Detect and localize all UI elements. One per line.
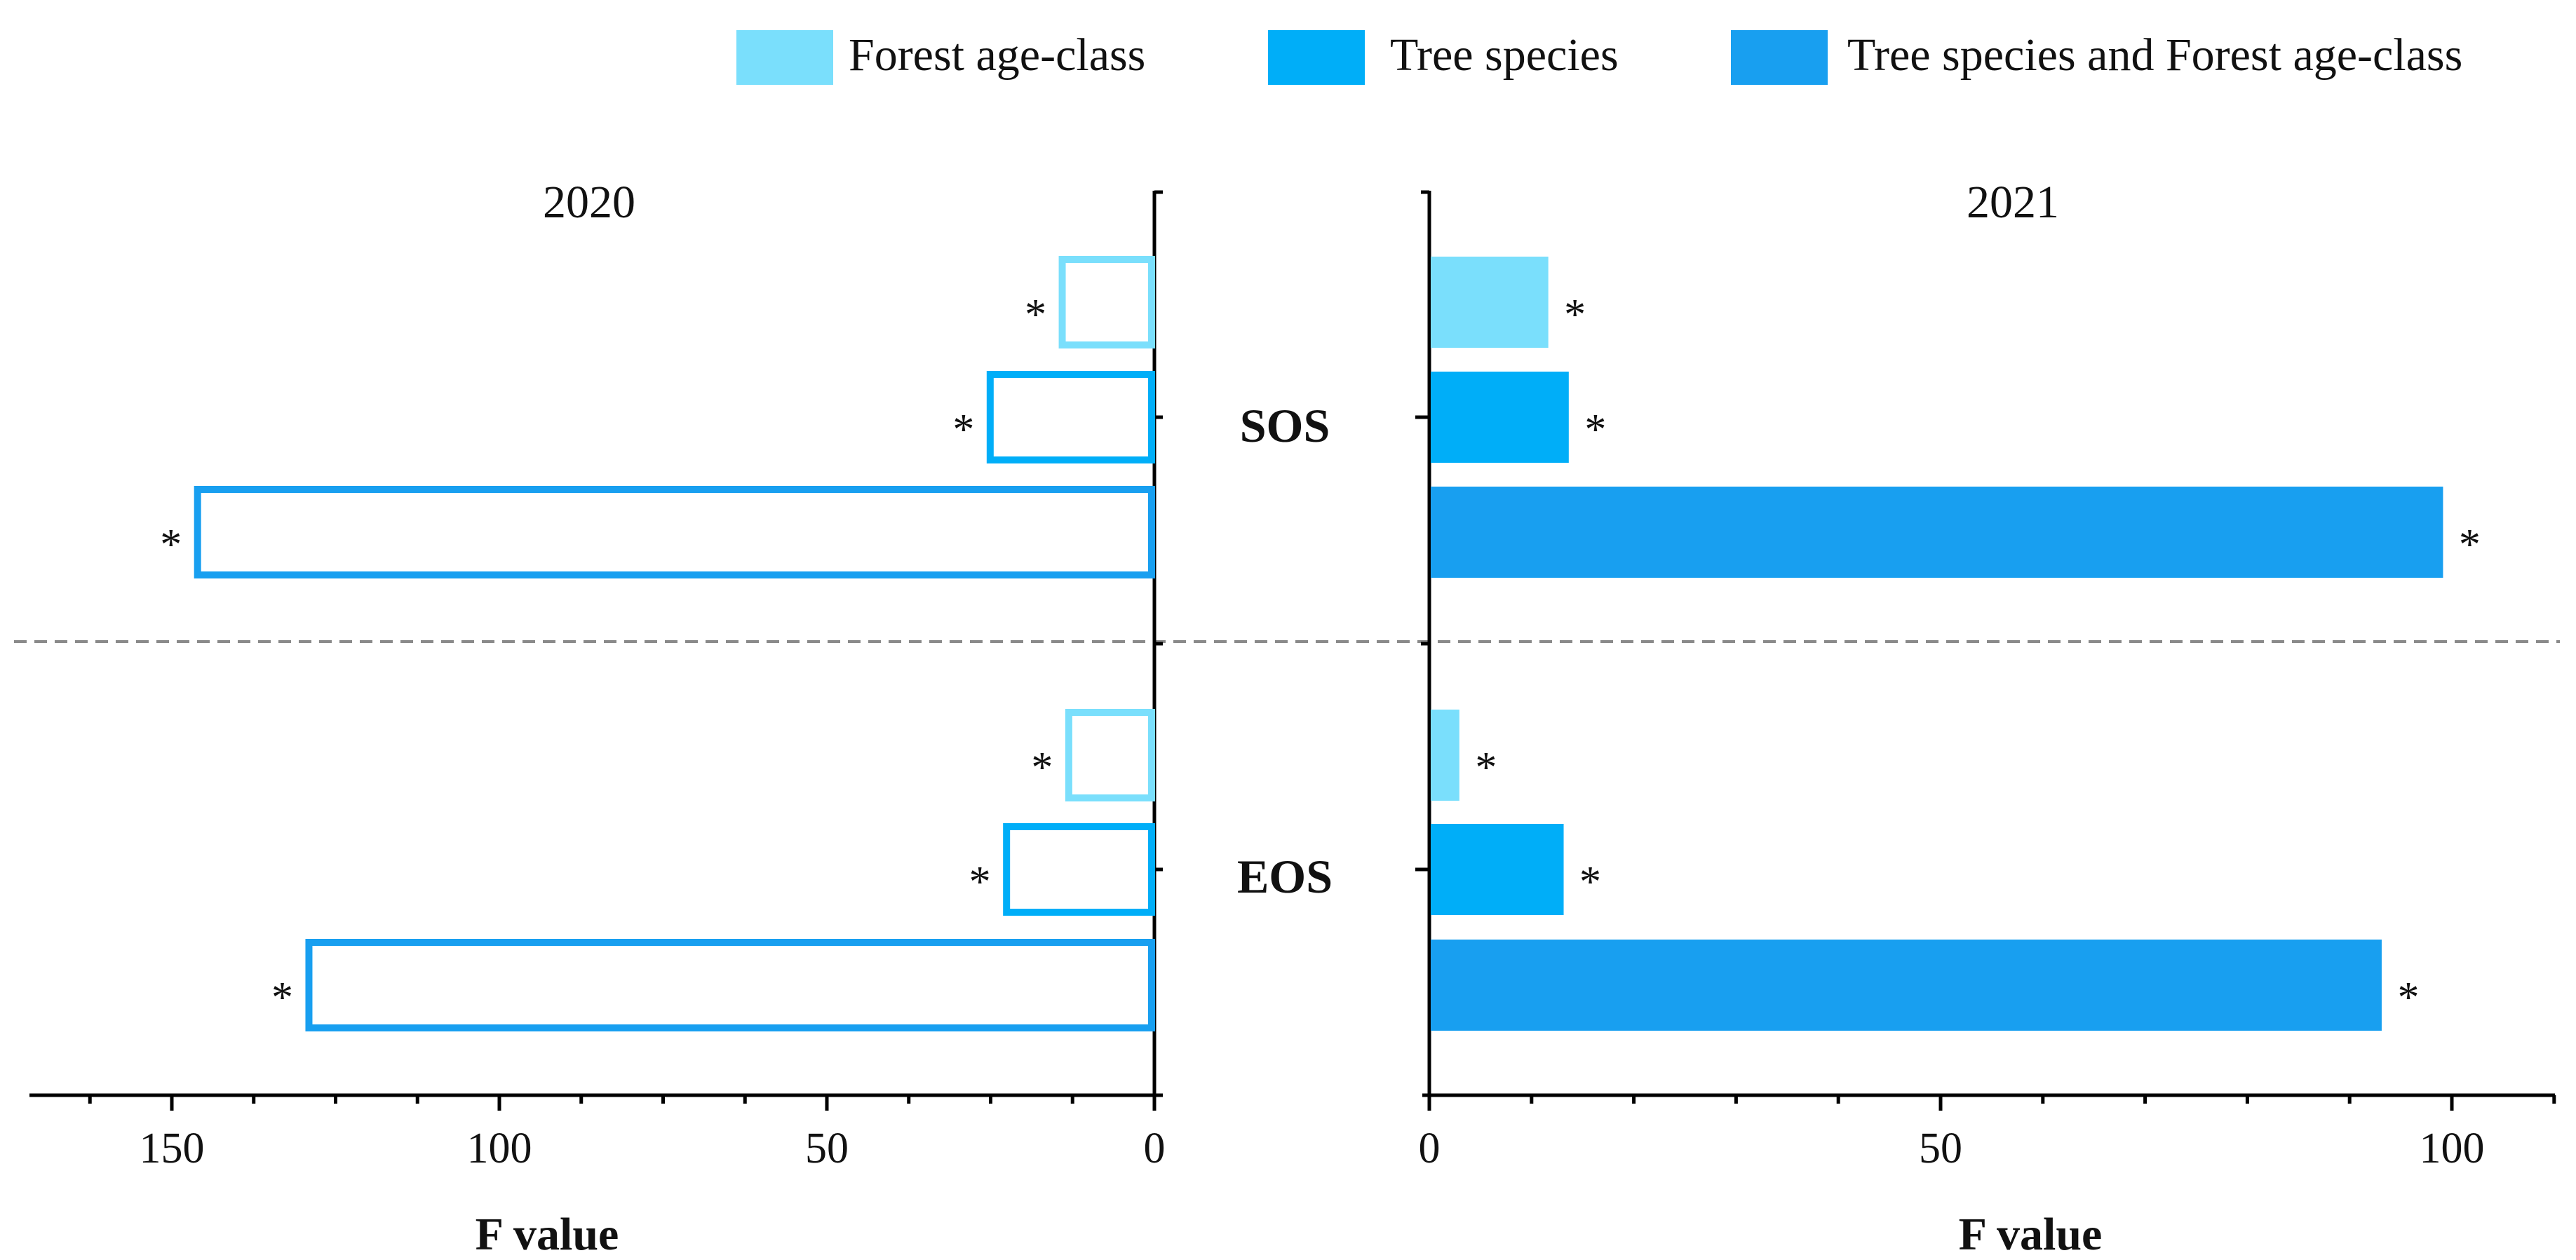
panel-title-2020: 2020 [543, 177, 635, 228]
significance-marker-2021-eos-forest-age-class: * [1475, 744, 1497, 792]
bar-2020-sos-forest-age-class [1058, 256, 1155, 348]
significance-marker-2021-eos-tree-species-and-forest-age-class: * [2397, 974, 2419, 1022]
bar-2021-sos-forest-age-class [1431, 257, 1549, 348]
x-tick-label-2021-0: 0 [1419, 1125, 1441, 1172]
significance-marker-2020-eos-tree-species: * [969, 858, 991, 906]
bar-2020-eos-tree-species-and-forest-age-class [305, 939, 1156, 1031]
legend-item-forest-age-class: Forest age-class [736, 29, 1145, 85]
category-label-sos: SOS [1240, 399, 1330, 452]
bar-2020-sos-tree-species [986, 371, 1155, 463]
axes-2021: 0 50 100 [1415, 190, 2556, 1172]
legend-label-forest-age-class: Forest age-class [849, 29, 1145, 81]
significance-marker-2021-eos-tree-species: * [1579, 858, 1601, 906]
x-tick-label-2020-150: 150 [140, 1125, 205, 1172]
legend-swatch-forest-age-class [736, 30, 833, 85]
bar-2021-sos-tree-species-and-forest-age-class [1431, 487, 2443, 578]
bars-2020: * * * * * * [160, 256, 1156, 1031]
significance-marker-2020-eos-forest-age-class: * [1031, 744, 1053, 792]
bar-2020-eos-tree-species [1003, 823, 1156, 916]
x-ticks-2020: 0 50 100 150 [88, 1095, 1166, 1172]
panel-title-2021: 2021 [1967, 177, 2059, 228]
significance-marker-2020-eos-tree-species-and-forest-age-class: * [271, 974, 293, 1022]
bar-2021-eos-tree-species [1431, 824, 1564, 915]
legend-swatch-tree-species-and-forest-age-class [1731, 30, 1828, 85]
legend-label-tree-species-and-forest-age-class: Tree species and Forest age-class [1847, 29, 2462, 81]
bar-2021-eos-tree-species-and-forest-age-class [1431, 940, 2382, 1031]
category-label-eos: EOS [1237, 850, 1333, 903]
legend: Forest age-class Tree species Tree speci… [736, 29, 2462, 85]
significance-marker-2020-sos-forest-age-class: * [1025, 291, 1046, 339]
x-tick-label-2020-50: 50 [805, 1125, 849, 1172]
significance-marker-2021-sos-tree-species-and-forest-age-class: * [2459, 521, 2481, 569]
significance-marker-2021-sos-forest-age-class: * [1564, 291, 1586, 339]
x-tick-label-2020-100: 100 [467, 1125, 532, 1172]
x-axis-title-2021: F value [1959, 1209, 2103, 1260]
x-tick-label-2020-0: 0 [1144, 1125, 1166, 1172]
bar-2020-sos-tree-species-and-forest-age-class [194, 486, 1156, 578]
legend-item-tree-species-and-forest-age-class: Tree species and Forest age-class [1731, 29, 2462, 85]
x-ticks-2021: 0 50 100 [1419, 1095, 2556, 1172]
bar-2020-eos-forest-age-class [1065, 709, 1156, 801]
legend-swatch-tree-species [1268, 30, 1365, 85]
x-tick-label-2021-50: 50 [1919, 1125, 1962, 1172]
x-axis-title-2020: F value [476, 1209, 619, 1260]
bar-2021-sos-tree-species [1431, 372, 1569, 463]
legend-item-tree-species: Tree species [1268, 29, 1619, 85]
x-tick-label-2021-100: 100 [2420, 1125, 2485, 1172]
legend-label-tree-species: Tree species [1390, 29, 1619, 81]
significance-marker-2021-sos-tree-species: * [1584, 406, 1606, 454]
bar-2021-eos-forest-age-class [1431, 710, 1459, 801]
significance-marker-2020-sos-tree-species: * [952, 406, 974, 454]
significance-marker-2020-sos-tree-species-and-forest-age-class: * [160, 521, 182, 569]
bars-2021: * * * * * * [1431, 257, 2481, 1031]
axes-2020: 0 50 100 150 [29, 190, 1166, 1172]
